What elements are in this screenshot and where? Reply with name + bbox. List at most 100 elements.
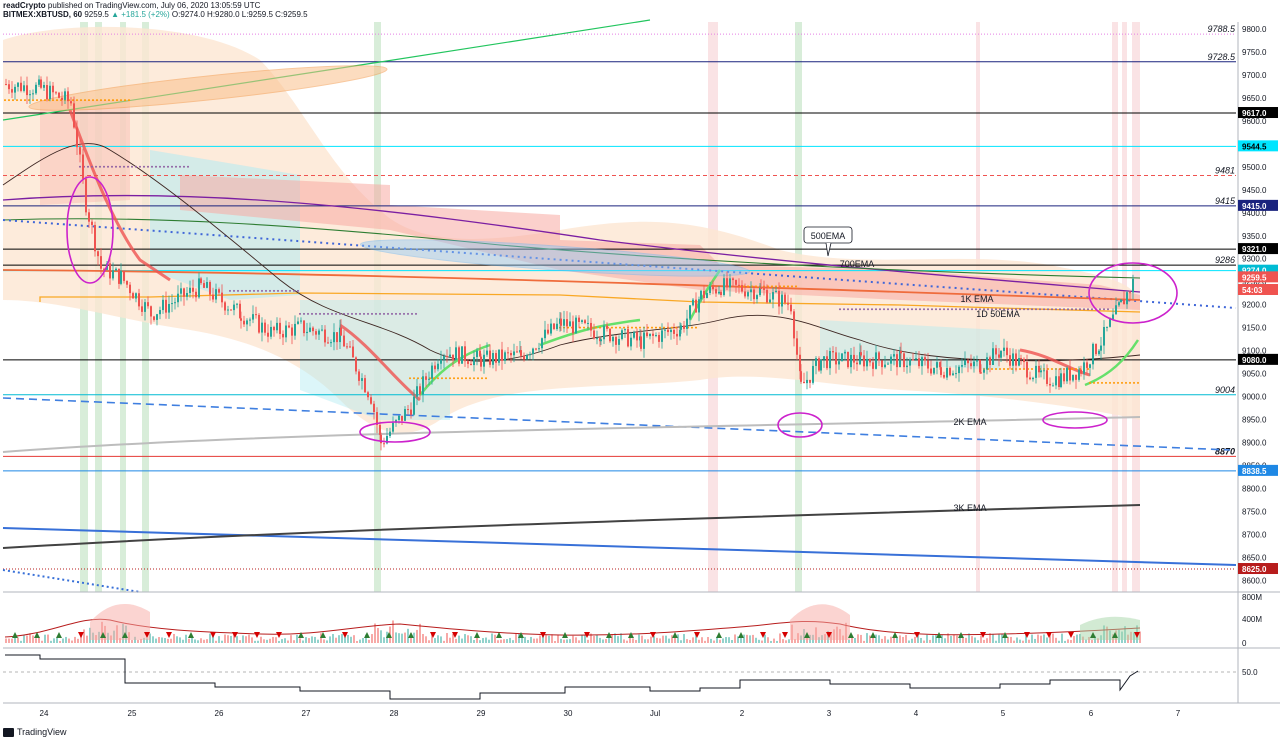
purple-dot-row <box>237 289 239 292</box>
volume-bar <box>47 634 49 643</box>
volume-bar <box>857 634 859 643</box>
candle-body <box>893 354 895 357</box>
volume-bar <box>599 637 601 643</box>
volume-bar <box>1076 634 1078 643</box>
purple-dot-row <box>1083 308 1085 311</box>
candle-body <box>473 357 475 366</box>
volume-bar <box>560 638 562 643</box>
candle-body <box>26 85 28 96</box>
candle-body <box>596 338 598 340</box>
orange-dot-row <box>1089 381 1091 384</box>
purple-dot-row <box>285 289 287 292</box>
orange-dot-row <box>1007 368 1009 371</box>
purple-dot-row <box>335 312 337 315</box>
candle-body <box>156 314 158 320</box>
candle-body <box>636 332 638 341</box>
candle-body <box>1049 383 1051 386</box>
volume-bar <box>725 637 727 643</box>
volume-bar <box>248 634 250 643</box>
purple-dot-row <box>311 312 313 315</box>
candle-body <box>240 318 242 321</box>
orange-dot-row <box>599 326 601 329</box>
purple-dot-row <box>151 165 153 168</box>
up-marker <box>628 632 634 638</box>
candle-body <box>566 319 568 327</box>
candle-body <box>606 325 608 329</box>
candle-body <box>1020 357 1022 359</box>
volume-bar <box>206 639 208 643</box>
candle-body <box>376 412 378 425</box>
x-tick-label: 5 <box>1001 709 1006 718</box>
orange-dot-row <box>1109 381 1111 384</box>
candle-body <box>455 347 457 361</box>
candle-body <box>961 364 963 367</box>
volume-bar <box>932 635 934 643</box>
candle-body <box>1115 305 1117 315</box>
purple-dot-row <box>187 165 189 168</box>
volume-bar <box>650 636 652 643</box>
purple-dot-row <box>839 308 841 311</box>
down-marker <box>914 632 920 638</box>
candle-body <box>763 288 765 290</box>
orange-dot-row <box>583 326 585 329</box>
volume-bar <box>41 640 43 643</box>
candle-body <box>340 327 342 336</box>
purple-dot-row <box>1019 308 1021 311</box>
candle-body <box>1066 367 1068 382</box>
purple-dot-row <box>1071 308 1073 311</box>
volume-bar <box>851 636 853 643</box>
orange-dot-row <box>429 377 431 380</box>
candle-body <box>20 82 22 91</box>
y-tick-label: 9600.0 <box>1242 117 1267 126</box>
ema-label: 2K EMA <box>953 417 986 427</box>
candle-body <box>318 330 320 335</box>
purple-dot-row <box>843 308 845 311</box>
candle-body <box>1012 353 1014 366</box>
candle-body <box>112 270 114 279</box>
volume-bar <box>563 639 565 643</box>
volume-cloud <box>90 603 150 640</box>
volume-bar <box>155 638 157 643</box>
orange-dot-row <box>787 285 789 288</box>
candle-body <box>416 386 418 397</box>
candle-body <box>529 354 531 356</box>
up-marker <box>518 632 524 638</box>
candle-body <box>46 85 48 100</box>
orange-dot-row <box>461 377 463 380</box>
candle-body <box>541 338 543 349</box>
volume-bar <box>401 633 403 643</box>
purple-dot-row <box>371 312 373 315</box>
volume-bar <box>197 640 199 643</box>
volume-bar <box>374 623 376 643</box>
purple-dot-row <box>233 289 235 292</box>
candle-body <box>970 363 972 367</box>
purple-dot-row <box>379 312 381 315</box>
volume-bar <box>617 636 619 643</box>
purple-dot-row <box>175 165 177 168</box>
candle-body <box>890 356 892 364</box>
candle-body <box>312 327 314 332</box>
down-marker <box>1046 632 1052 638</box>
volume-bar <box>623 639 625 643</box>
volume-bar <box>23 635 25 643</box>
price-axis: 9800.09750.09700.09650.09600.09550.09500… <box>1237 22 1280 592</box>
price-tag-label: 9321.0 <box>1242 245 1267 254</box>
candle-body <box>386 435 388 444</box>
purple-dot-row <box>119 165 121 168</box>
volume-bar <box>971 636 973 643</box>
candle-body <box>174 302 176 304</box>
candle-body <box>1040 370 1042 373</box>
last-price: 9259.5 <box>84 10 109 19</box>
volume-bar <box>1007 636 1009 643</box>
tradingview-footer[interactable]: TradingView <box>3 727 67 737</box>
volume-bar <box>347 634 349 643</box>
orange-dot-row <box>611 326 613 329</box>
envelope-cloud <box>3 26 1140 434</box>
price-tag-label: 9274.0 <box>1242 267 1267 276</box>
volume-bar <box>473 640 475 643</box>
volume-bar <box>728 637 730 643</box>
candle-body <box>995 348 997 355</box>
candle-body <box>1086 362 1088 368</box>
volume-axis-label: 400M <box>1242 615 1262 624</box>
